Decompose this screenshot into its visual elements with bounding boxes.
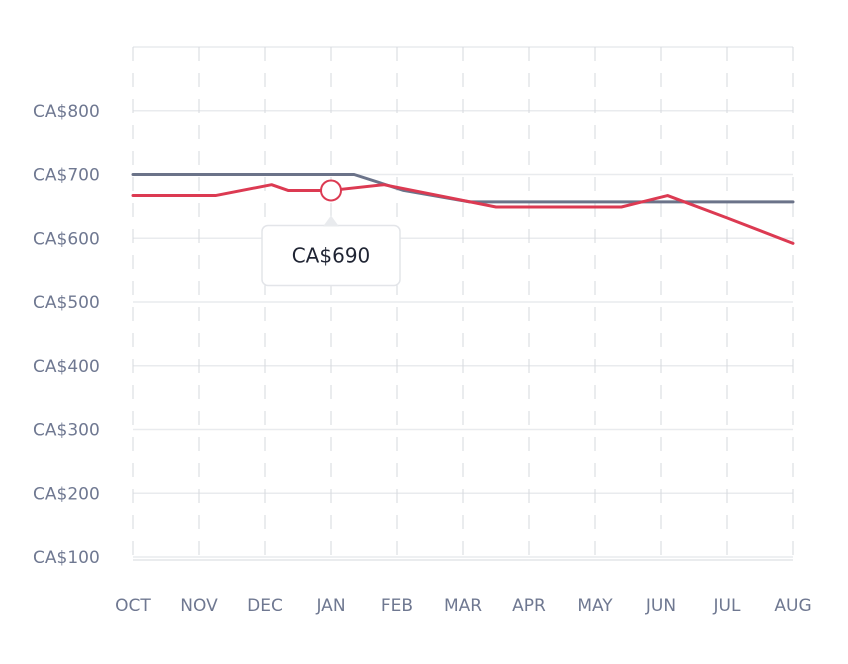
x-tick-label: NOV (180, 596, 218, 616)
price-tooltip: CA$690 (261, 179, 401, 287)
y-axis-labels: CA$100 CA$200 CA$300 CA$400 CA$500 CA$600 CA$7… (33, 102, 100, 568)
x-tick-label: DEC (247, 596, 283, 616)
x-tick-label: FEB (381, 596, 413, 616)
y-tick-label: CA$800 (33, 102, 100, 122)
y-tick-label: CA$700 (33, 166, 100, 186)
x-axis-labels: OCT NOV DEC JAN FEB MAR APR MAY JUN JUL AUG (115, 596, 811, 616)
y-tick-label: CA$400 (33, 357, 100, 377)
y-tick-label: CA$100 (33, 548, 100, 568)
y-tick-label: CA$200 (33, 484, 100, 504)
tooltip-pointer (323, 215, 339, 227)
x-tick-label: JAN (315, 596, 345, 616)
x-tick-label: JUL (713, 596, 741, 616)
x-tick-label: MAR (444, 596, 482, 616)
y-tick-label: CA$300 (33, 421, 100, 441)
y-tick-label: CA$500 (33, 293, 100, 313)
x-tick-label: MAY (577, 596, 613, 616)
tooltip-label: CA$690 (292, 243, 371, 267)
x-tick-label: OCT (115, 596, 151, 616)
chart-series (131, 173, 795, 245)
y-tick-label: CA$600 (33, 229, 100, 249)
x-tick-label: APR (512, 596, 546, 616)
x-tick-label: JUN (645, 596, 676, 616)
tooltip-marker[interactable] (320, 179, 342, 202)
x-tick-label: AUG (774, 596, 811, 616)
series-line-2 (131, 183, 795, 245)
chart-grid (132, 46, 794, 561)
